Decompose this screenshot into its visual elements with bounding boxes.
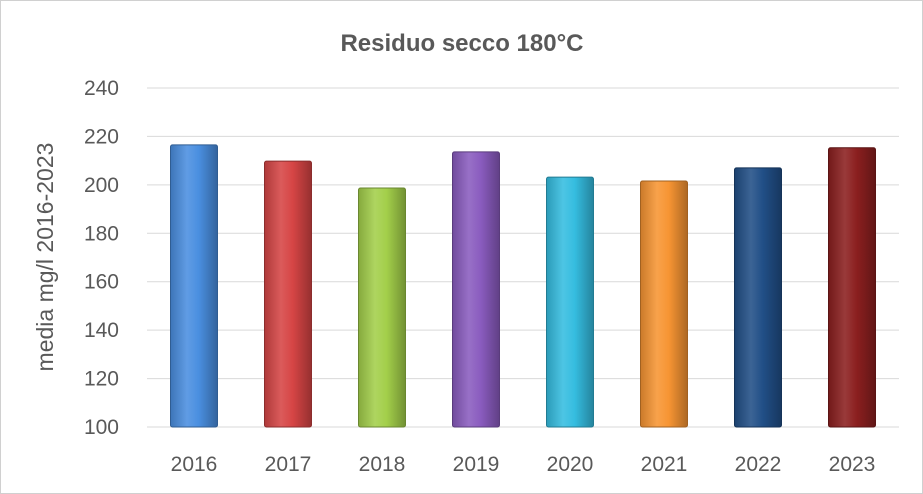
y-tick-labels: 100 120 140 160 180 200 220 240	[84, 77, 119, 439]
x-tick-label: 2022	[735, 453, 782, 476]
x-tick-labels: 2016 2017 2018 2019 2020 2021 2022 2023	[171, 453, 876, 476]
y-tick-label: 160	[84, 271, 119, 294]
bar-2022	[734, 167, 782, 428]
bar-2017	[264, 160, 312, 428]
bars	[170, 144, 876, 428]
bar-2019	[452, 151, 500, 428]
bar-2023	[828, 147, 876, 428]
gridlines	[147, 87, 899, 428]
y-axis-label: media mg/l 2016-2023	[32, 143, 58, 372]
y-tick-label: 100	[84, 416, 119, 439]
bar-2018	[358, 187, 406, 428]
x-tick-label: 2019	[453, 453, 500, 476]
bar-2021	[640, 180, 688, 428]
y-tick-label: 180	[84, 222, 119, 245]
y-tick-label: 140	[84, 319, 119, 342]
bar-2016	[170, 144, 218, 428]
y-tick-label: 120	[84, 368, 119, 391]
x-tick-label: 2020	[547, 453, 594, 476]
x-tick-label: 2023	[829, 453, 876, 476]
x-tick-label: 2016	[171, 453, 218, 476]
x-tick-label: 2018	[359, 453, 406, 476]
x-tick-label: 2021	[641, 453, 688, 476]
y-tick-label: 200	[84, 174, 119, 197]
bar-2020	[546, 176, 594, 428]
y-tick-label: 220	[84, 125, 119, 148]
chart-title: Residuo secco 180°C	[340, 30, 583, 57]
x-tick-label: 2017	[265, 453, 312, 476]
y-tick-label: 240	[84, 77, 119, 100]
